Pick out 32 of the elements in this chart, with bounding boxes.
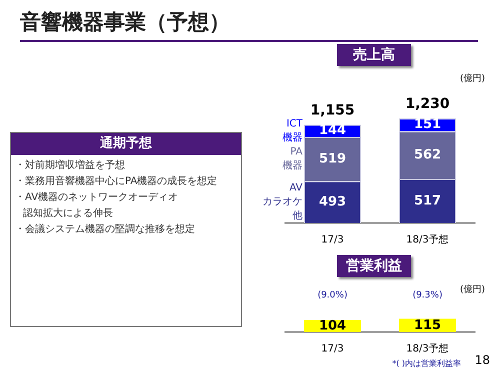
chart-title: 売上高 [337, 44, 411, 66]
total-label: 1,230 [405, 96, 450, 112]
text: ・会議システム機器の堅調な推移を想定 [15, 222, 196, 237]
total-label: 1,155 [310, 102, 355, 118]
x-tick-label: 17/3 [321, 234, 344, 246]
data-label: 519 [318, 151, 346, 166]
x-tick-label: 17/3 [321, 344, 344, 355]
text: (億円) [460, 72, 485, 85]
text: (億円) [460, 284, 485, 296]
text: ・AV機器のネットワークオーディオ [15, 190, 180, 205]
text: 音響機器事業（予想） [20, 9, 230, 36]
series-label: AVカラオケ他 [262, 182, 303, 222]
text: 18 [474, 353, 490, 367]
text: 通期予想 [11, 133, 241, 155]
data-label: 562 [414, 148, 442, 163]
text: ・業務用音響機器中心にPA機器の成長を想定 [15, 174, 218, 189]
x-tick-label: 18/3予想 [406, 234, 449, 246]
data-label: 144 [318, 123, 346, 138]
data-label: 151 [414, 117, 442, 132]
series-label: PA機器 [282, 146, 303, 172]
data-label: 115 [414, 318, 442, 333]
chart-title: 営業利益 [337, 255, 411, 277]
data-label: 104 [318, 318, 346, 334]
text: (9.3%) [412, 290, 442, 300]
data-label: 517 [414, 193, 442, 208]
text: (9.0%) [318, 290, 348, 300]
x-tick-label: 18/3予想 [406, 342, 449, 355]
data-label: 493 [318, 194, 346, 210]
text: ・対前期増収増益を予想 [15, 158, 126, 173]
text: *( )内は営業利益率 [392, 358, 461, 369]
text: 認知拡大による伸長 [23, 206, 114, 221]
series-label: ICT機器 [282, 118, 304, 144]
